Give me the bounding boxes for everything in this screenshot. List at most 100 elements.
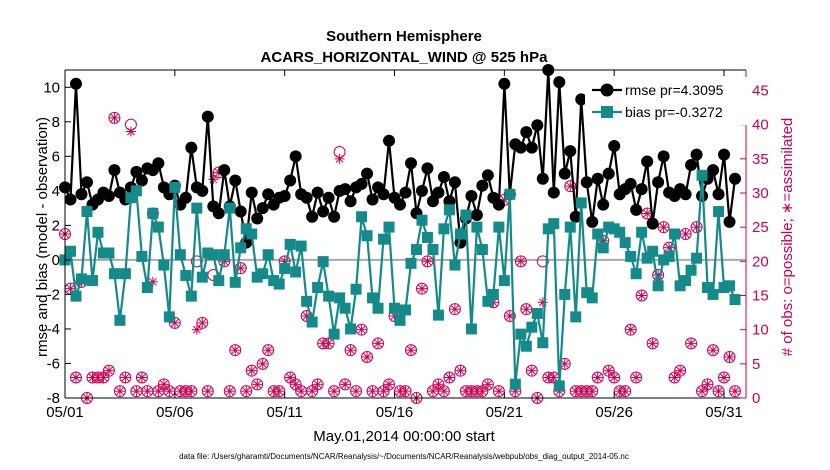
obs-assimilated-point: [444, 372, 455, 383]
obs-possible-point: [102, 364, 115, 377]
bias-point: [367, 292, 379, 304]
y-tick-label: 4: [52, 183, 60, 200]
bias-point: [707, 288, 719, 300]
asterisk-stroke: [72, 373, 80, 382]
bias-point: [185, 290, 197, 302]
bias-point: [345, 323, 357, 335]
bias-point: [443, 204, 455, 216]
obs-assimilated-point: [373, 338, 384, 349]
bias-point: [663, 250, 675, 262]
asterisk-stroke: [313, 380, 322, 389]
bias-point: [586, 292, 598, 304]
bias-point: [114, 314, 126, 326]
rmse-point: [300, 191, 313, 204]
rmse-point: [597, 198, 610, 211]
asterisk-stroke: [478, 387, 487, 396]
bias-point: [438, 223, 450, 235]
y-tick-label: 2: [52, 217, 60, 234]
bias-point: [207, 249, 219, 261]
rmse-point: [580, 176, 593, 189]
rmse-point: [251, 212, 264, 225]
asterisk-stroke: [615, 387, 624, 396]
obs-assimilated-point: [158, 379, 169, 390]
obs-possible-point: [339, 378, 352, 391]
bias-point: [64, 245, 76, 257]
rmse-point: [547, 186, 560, 199]
asterisk-stroke: [368, 387, 377, 396]
rmse-point: [492, 198, 505, 211]
obs-assimilated-point: [702, 379, 713, 390]
bias-point: [400, 304, 411, 316]
obs-assimilated-point: [312, 379, 323, 390]
rmse-point: [646, 217, 659, 230]
obs-assimilated-point: [422, 256, 433, 267]
asterisk-stroke: [621, 387, 630, 396]
obs-possible-point: [108, 111, 121, 124]
asterisk-stroke: [99, 373, 108, 382]
rmse-point: [723, 215, 736, 228]
obs-assimilated-point: [356, 324, 367, 335]
obs-assimilated-point: [263, 345, 274, 356]
obs-possible-point: [251, 378, 264, 391]
rmse-point: [465, 190, 478, 203]
y-right-tick-label: 35: [752, 151, 769, 168]
obs-possible-point: [350, 385, 363, 398]
rmse-point: [586, 215, 599, 228]
rmse-point: [514, 141, 527, 154]
legend-bias-label: bias pr=-0.3272: [625, 104, 723, 120]
obs-assimilated-point: [70, 372, 81, 383]
obs-possible-point: [240, 385, 253, 398]
obs-assimilated-point: [241, 386, 252, 397]
bias-point: [394, 314, 406, 326]
y-tick-label: -8: [47, 390, 60, 407]
asterisk-stroke: [66, 284, 75, 293]
asterisk-stroke: [643, 209, 652, 218]
bias-point: [729, 294, 741, 306]
asterisk-stroke: [127, 127, 135, 136]
asterisk-stroke: [451, 305, 459, 314]
bias-point: [531, 307, 543, 319]
rmse-point: [641, 155, 654, 168]
bias-point: [416, 214, 428, 226]
rmse-point: [657, 150, 670, 163]
rmse-point: [498, 77, 511, 90]
asterisk-stroke: [698, 387, 706, 396]
rmse-point: [289, 150, 302, 163]
rmse-point: [394, 198, 407, 211]
obs-possible-point: [372, 337, 385, 350]
bias-point: [724, 280, 736, 292]
bias-point: [218, 249, 230, 261]
obs-possible-point: [723, 351, 736, 363]
obs-assimilated-point: [603, 365, 614, 376]
rmse-point: [602, 167, 615, 180]
asterisk-stroke: [670, 373, 679, 382]
asterisk-stroke: [253, 380, 262, 389]
bias-point: [520, 340, 532, 352]
obs-possible-point: [657, 221, 670, 234]
asterisk-stroke: [269, 387, 278, 396]
x-tick-label: 05/31: [705, 404, 743, 421]
bias-point: [119, 268, 131, 280]
obs-assimilated-point: [477, 386, 488, 397]
asterisk-stroke: [105, 366, 113, 375]
y-right-tick-label: 10: [752, 322, 769, 339]
asterisk-stroke: [291, 380, 300, 389]
obs-assimilated-point: [647, 338, 658, 349]
rmse-point: [553, 76, 566, 89]
rmse-point: [284, 174, 297, 187]
rmse-point: [179, 191, 192, 204]
obs-assimilated-point: [103, 365, 114, 376]
obs-possible-point: [608, 371, 621, 384]
y-axis-label-right: # of obs: o=possible; ∗=assimilated: [779, 118, 796, 357]
bias-point: [273, 278, 285, 290]
obs-assimilated-point: [537, 297, 548, 308]
asterisk-stroke: [659, 223, 668, 232]
bias-point: [482, 295, 494, 307]
obs-assimilated-point: [208, 174, 219, 185]
rmse-point: [718, 148, 731, 161]
rmse-point: [481, 169, 494, 182]
y-right-tick-label: 5: [752, 356, 760, 373]
bias-point: [306, 316, 318, 328]
obs-assimilated-point: [427, 386, 438, 397]
obs-assimilated-point: [257, 358, 268, 369]
